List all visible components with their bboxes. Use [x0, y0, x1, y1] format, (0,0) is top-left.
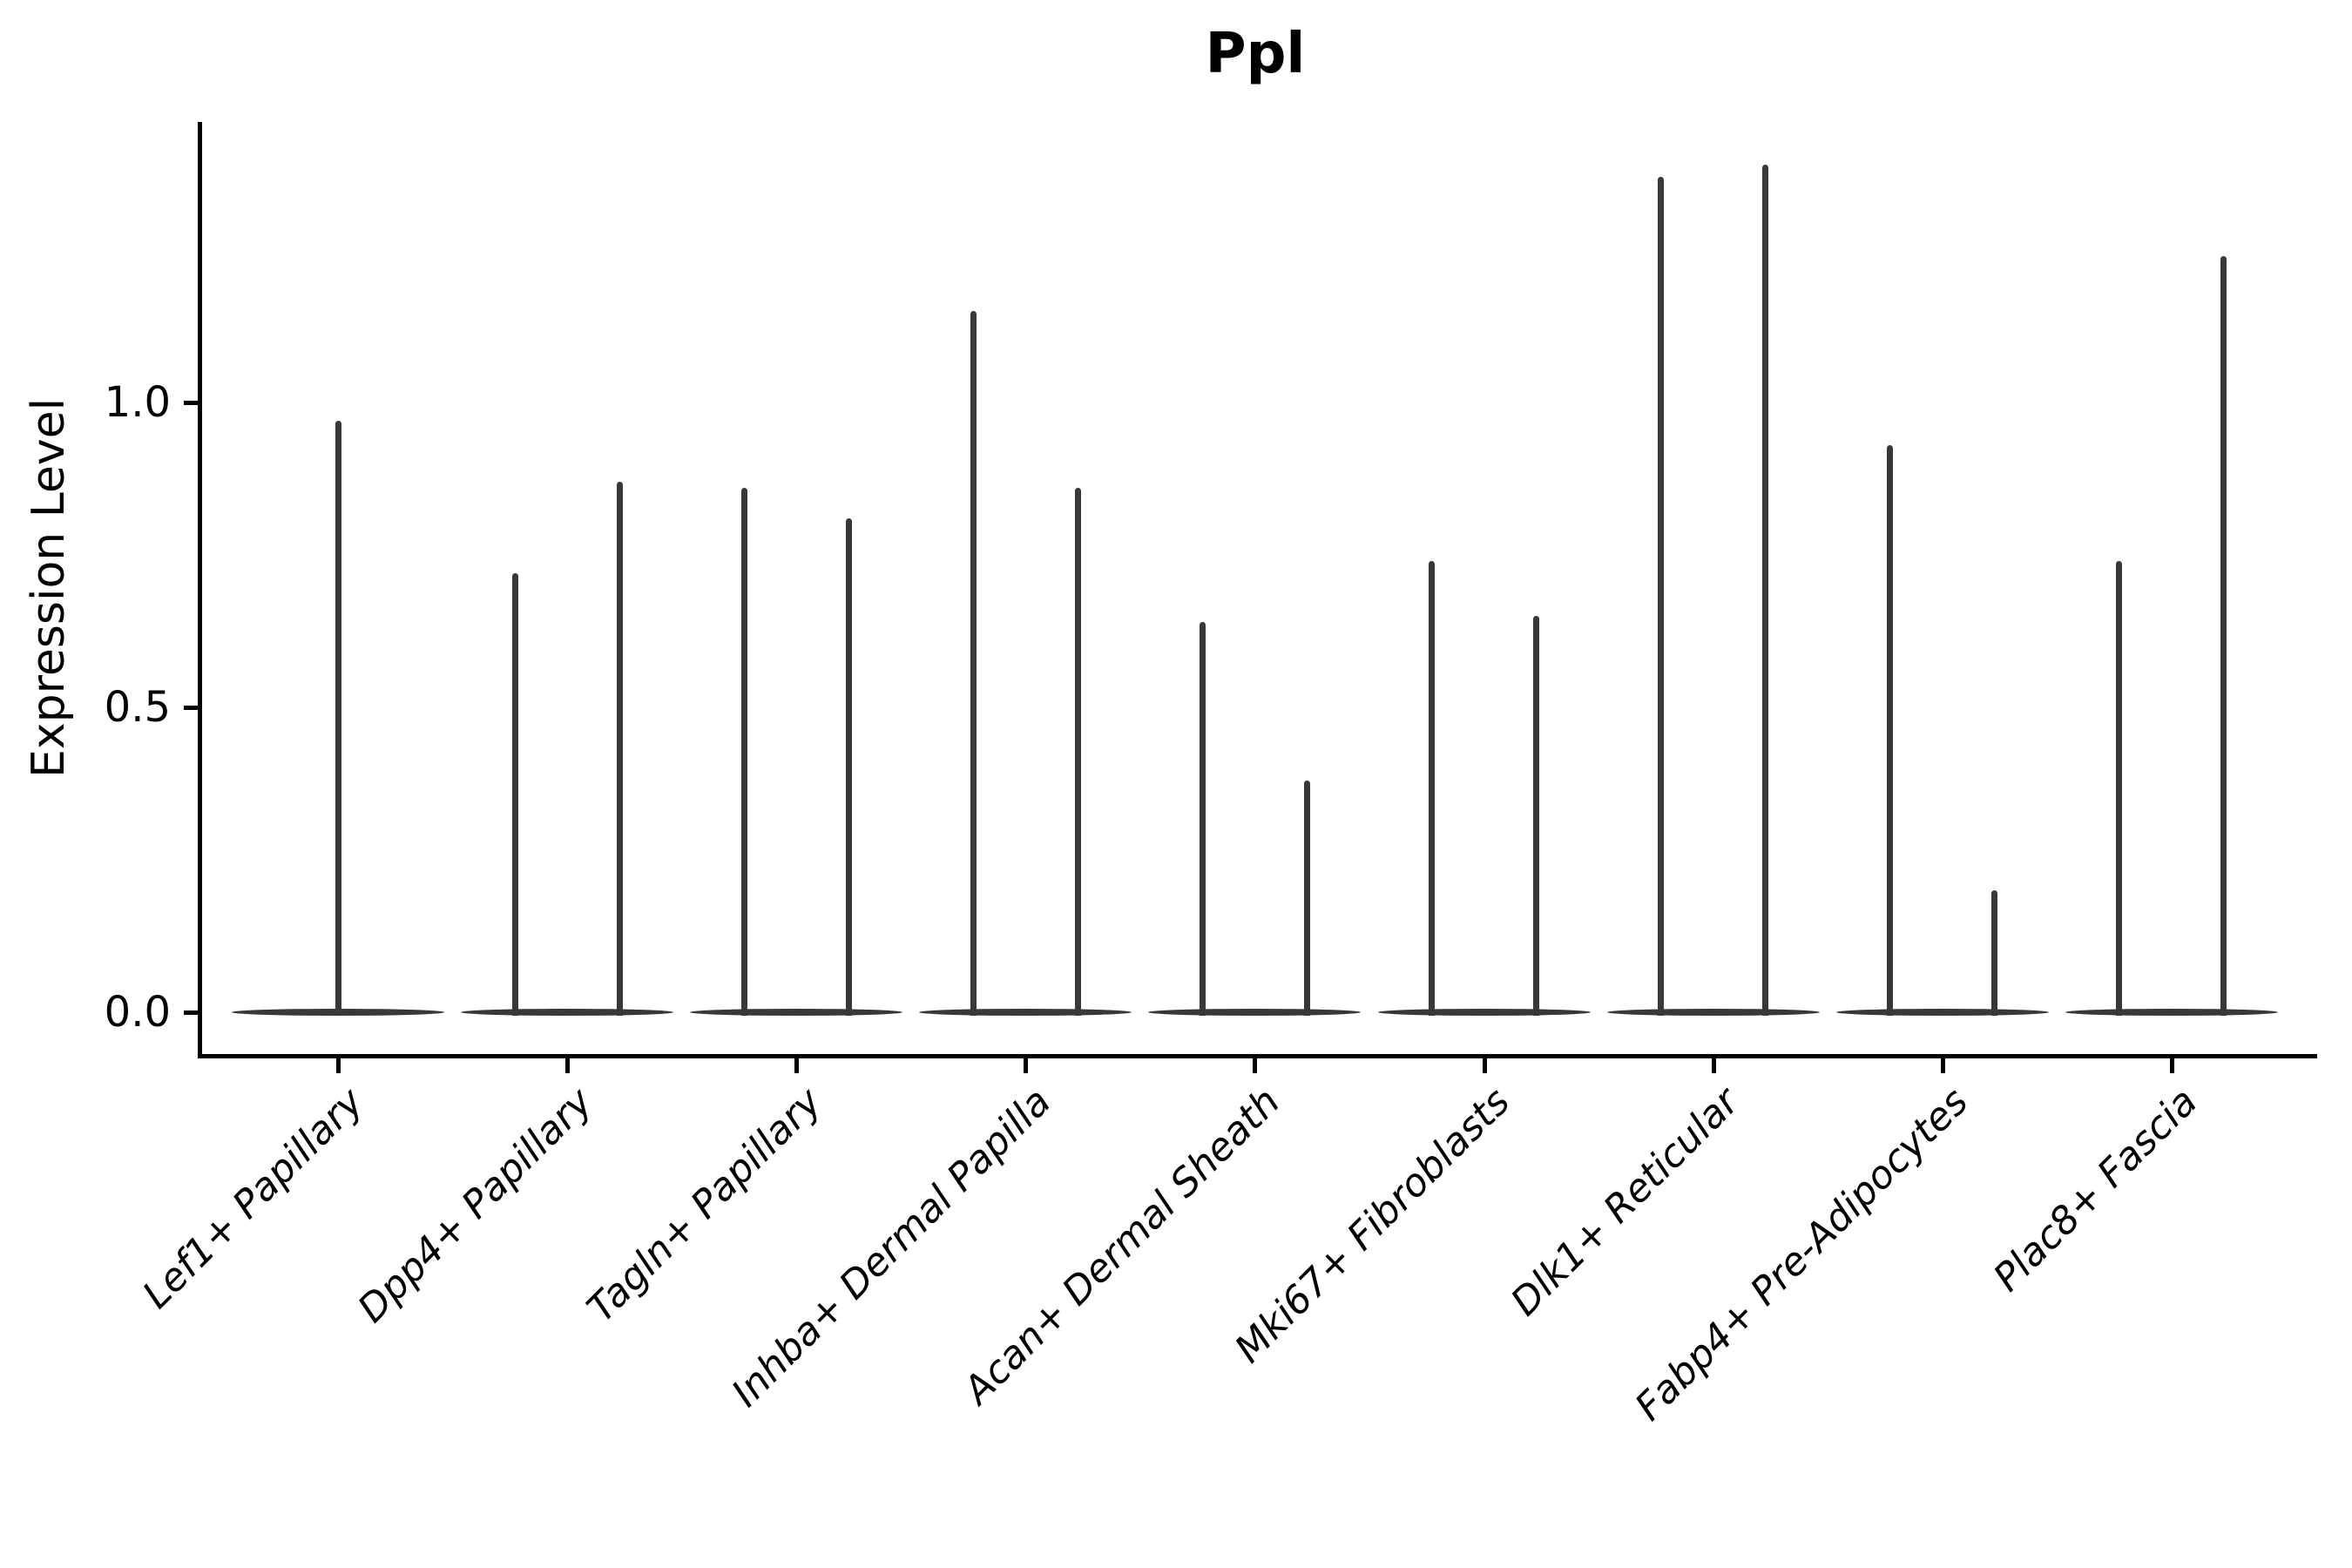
violin-base: [919, 1009, 1132, 1016]
x-tick: [336, 1058, 341, 1073]
violin-spike: [616, 482, 623, 1016]
x-tick: [1024, 1058, 1029, 1073]
violin-spike: [2220, 256, 2227, 1016]
violin-spike: [845, 518, 852, 1016]
violin-spike: [970, 311, 977, 1016]
x-tick: [1711, 1058, 1716, 1073]
plot-title: Ppl: [1205, 22, 1306, 86]
x-tick-label: Dlk1+ Reticular: [1502, 1079, 1747, 1325]
violin-spike: [511, 573, 518, 1016]
violin-spike: [1658, 177, 1665, 1016]
y-tick-label: 0.5: [104, 683, 171, 732]
violin-spike: [1303, 781, 1310, 1016]
violin-spike: [1199, 622, 1206, 1016]
y-tick: [184, 401, 198, 405]
violin-spike: [335, 421, 341, 1016]
x-tick-label: Dpp4+ Papillary: [349, 1079, 602, 1332]
x-tick-label: Plac8+ Fascia: [1984, 1079, 2207, 1301]
plot-area: [198, 122, 2317, 1058]
x-tick: [1253, 1058, 1258, 1073]
x-tick: [794, 1058, 800, 1073]
violin-base: [690, 1009, 903, 1016]
x-tick: [565, 1058, 571, 1073]
y-tick: [184, 706, 198, 710]
violin-spike: [2116, 561, 2123, 1016]
violin-spike: [1429, 561, 1435, 1016]
x-tick-label: Tagln+ Papillary: [578, 1079, 831, 1331]
violin-spike: [1887, 445, 1894, 1016]
violin-spike: [740, 488, 747, 1016]
violin-base: [1377, 1009, 1591, 1016]
violin-spike: [1533, 616, 1539, 1016]
x-tick: [1482, 1058, 1487, 1073]
x-tick: [1940, 1058, 1945, 1073]
y-tick-label: 1.0: [104, 378, 171, 427]
x-tick-label: Lef1+ Papillary: [134, 1079, 373, 1318]
violin-base: [2065, 1009, 2278, 1016]
x-tick: [2169, 1058, 2174, 1073]
violin-base: [1148, 1009, 1362, 1016]
violin-spike: [1991, 890, 1998, 1016]
violin-base: [1606, 1009, 1820, 1016]
y-tick: [184, 1010, 198, 1015]
violin-spike: [1074, 488, 1081, 1016]
y-tick-label: 0.0: [104, 988, 171, 1037]
violin-base: [461, 1009, 674, 1016]
violin-base: [1835, 1009, 2049, 1016]
violin-spike: [1762, 165, 1769, 1016]
